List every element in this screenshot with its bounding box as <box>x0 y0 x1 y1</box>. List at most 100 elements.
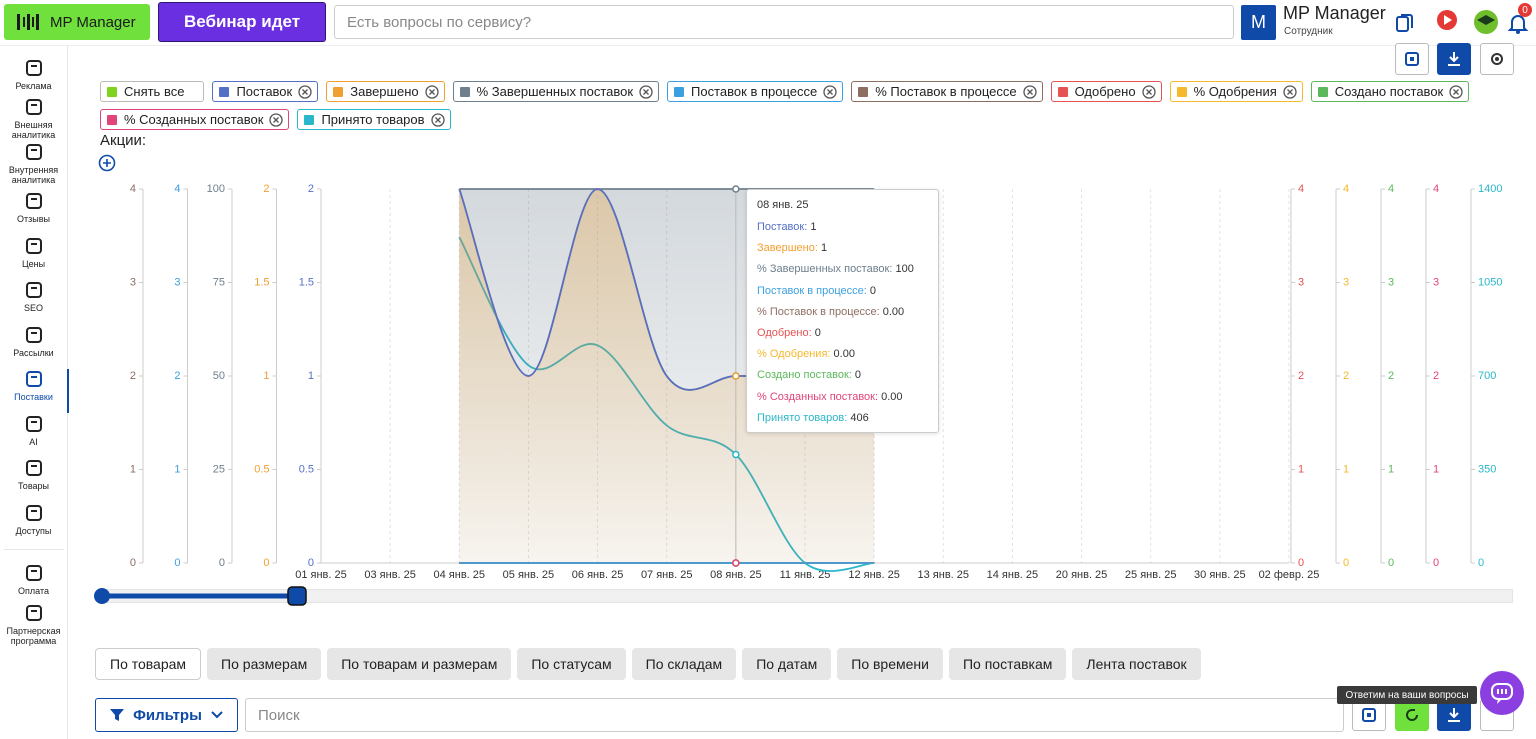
sidebar-item[interactable]: AI <box>0 414 67 447</box>
sidebar-item[interactable]: Оплата <box>0 563 67 596</box>
chip-swatch <box>304 114 315 125</box>
bell-icon[interactable] <box>1507 12 1529 34</box>
legend-label: % Завершенных поставок <box>476 84 634 99</box>
tooltip-row: % Завершенных поставок100 <box>757 259 928 280</box>
tab[interactable]: По статусам <box>517 648 626 680</box>
remove-icon[interactable] <box>1449 84 1463 99</box>
remove-icon[interactable] <box>430 112 445 127</box>
webinar-button[interactable]: Вебинар идет <box>158 2 326 42</box>
search-input[interactable]: Поиск <box>245 698 1344 732</box>
y-tick-label: 0 <box>1388 557 1394 569</box>
chat-button[interactable] <box>1480 671 1524 715</box>
legend-chip[interactable]: Создано поставок <box>1310 81 1470 102</box>
copy-icon[interactable] <box>1395 12 1415 34</box>
legend-chip[interactable]: Принято товаров <box>297 109 451 130</box>
x-tick-label: 08 янв. 25 <box>710 569 762 581</box>
y-tick-label: 4 <box>1433 183 1439 195</box>
add-promo-button[interactable] <box>98 154 118 174</box>
download-icon <box>1448 708 1460 722</box>
chip-swatch <box>333 86 344 97</box>
download-button[interactable] <box>1437 699 1471 731</box>
sidebar-label: Поставки <box>14 392 53 402</box>
filter-label: Фильтры <box>133 706 202 724</box>
sidebar-item[interactable]: Реклама <box>0 58 67 91</box>
icon-shape <box>273 116 280 123</box>
tooltip-value: 0.00 <box>882 305 905 318</box>
tooltip-series-name: % Завершенных поставок <box>757 263 896 275</box>
legend-label: Завершено <box>350 84 419 99</box>
y-tick-label: 3 <box>130 276 136 288</box>
legend-chip[interactable]: Поставок в процессе <box>667 81 844 102</box>
tab[interactable]: По размерам <box>207 648 322 680</box>
legend-chip[interactable]: % Поставок в процессе <box>851 81 1043 102</box>
legend-chip[interactable]: % Созданных поставок <box>100 109 290 130</box>
legend-chip[interactable]: Поставок <box>212 81 319 102</box>
logo-button[interactable]: MP Manager <box>4 4 150 40</box>
remove-icon[interactable] <box>639 84 653 99</box>
sidebar-item[interactable]: Доступы <box>0 503 67 536</box>
x-tick-label: 20 янв. 25 <box>1056 569 1108 581</box>
tooltip-series-name: % Одобрения <box>757 348 834 360</box>
tab[interactable]: По товарам и размерам <box>327 648 512 680</box>
icon-shape <box>639 84 653 99</box>
sidebar-icon <box>25 144 42 160</box>
remove-icon[interactable] <box>298 84 312 99</box>
sidebar-item[interactable]: Товары <box>0 458 67 491</box>
tab[interactable]: По товарам <box>95 648 202 680</box>
remove-icon[interactable] <box>269 112 284 127</box>
filter-button[interactable]: Фильтры <box>95 698 238 732</box>
remove-icon[interactable] <box>1022 84 1037 99</box>
sidebar-icon <box>25 193 42 209</box>
remove-icon[interactable] <box>823 84 837 99</box>
zoom-slider-track[interactable] <box>102 589 1513 603</box>
remove-icon[interactable] <box>1283 84 1297 99</box>
icon-shape <box>1141 84 1156 99</box>
y-tick-label: 2 <box>1388 370 1394 382</box>
sidebar-item[interactable]: SEO <box>0 280 67 313</box>
sidebar-icon <box>25 327 42 343</box>
y-tick-label: 0 <box>219 557 225 569</box>
sidebar-item[interactable]: Партнерская программа <box>0 603 67 646</box>
settings-button[interactable] <box>1480 43 1514 75</box>
y-tick-label: 1.5 <box>299 276 314 288</box>
sidebar-item[interactable]: Цены <box>0 236 67 269</box>
y-tick-label: 2 <box>263 183 269 195</box>
tab[interactable]: Лента поставок <box>1072 648 1201 680</box>
legend-chip[interactable]: Одобрено <box>1050 81 1162 102</box>
refresh-button[interactable] <box>1395 699 1429 731</box>
video-icon[interactable] <box>1436 9 1458 31</box>
legend-label: % Созданных поставок <box>124 112 264 127</box>
remove-icon[interactable] <box>1141 84 1156 99</box>
sidebar-label: SEO <box>23 303 43 313</box>
avatar[interactable]: M <box>1241 5 1276 40</box>
chip-button[interactable] <box>1395 43 1429 75</box>
y-tick-label: 1 <box>263 370 269 382</box>
tab[interactable]: По складам <box>631 648 737 680</box>
sidebar-item[interactable]: Отзывы <box>0 191 67 224</box>
clear-all-chip[interactable]: Снять все <box>100 81 205 102</box>
legend-chip[interactable]: % Одобрения <box>1169 81 1303 102</box>
download-button[interactable] <box>1437 43 1471 75</box>
sidebar-item[interactable]: Рассылки <box>0 325 67 358</box>
sidebar-icon <box>25 60 42 76</box>
hover-point <box>732 559 740 567</box>
tooltip-row: Поставок1 <box>757 217 928 238</box>
legend-chip[interactable]: Завершено <box>326 81 445 102</box>
education-icon[interactable] <box>1473 9 1499 35</box>
sidebar-icon <box>25 238 42 254</box>
remove-icon[interactable] <box>424 84 439 99</box>
tab[interactable]: По времени <box>837 648 943 680</box>
tooltip-value: 1 <box>820 242 828 255</box>
search-input[interactable]: Есть вопросы по сервису? <box>334 5 1234 39</box>
hover-point <box>732 450 740 459</box>
sidebar-item[interactable]: Поставки <box>0 369 69 413</box>
tab[interactable]: По датам <box>742 648 832 680</box>
legend-chip[interactable]: % Завершенных поставок <box>452 81 660 102</box>
y-tick-label: 2 <box>130 370 136 382</box>
sidebar-item[interactable]: Внешняя аналитика <box>0 97 67 140</box>
icon-shape <box>25 60 42 76</box>
tab[interactable]: По поставкам <box>948 648 1067 680</box>
sidebar-item[interactable]: Внутренняя аналитика <box>0 142 67 185</box>
x-tick-label: 06 янв. 25 <box>572 569 624 581</box>
